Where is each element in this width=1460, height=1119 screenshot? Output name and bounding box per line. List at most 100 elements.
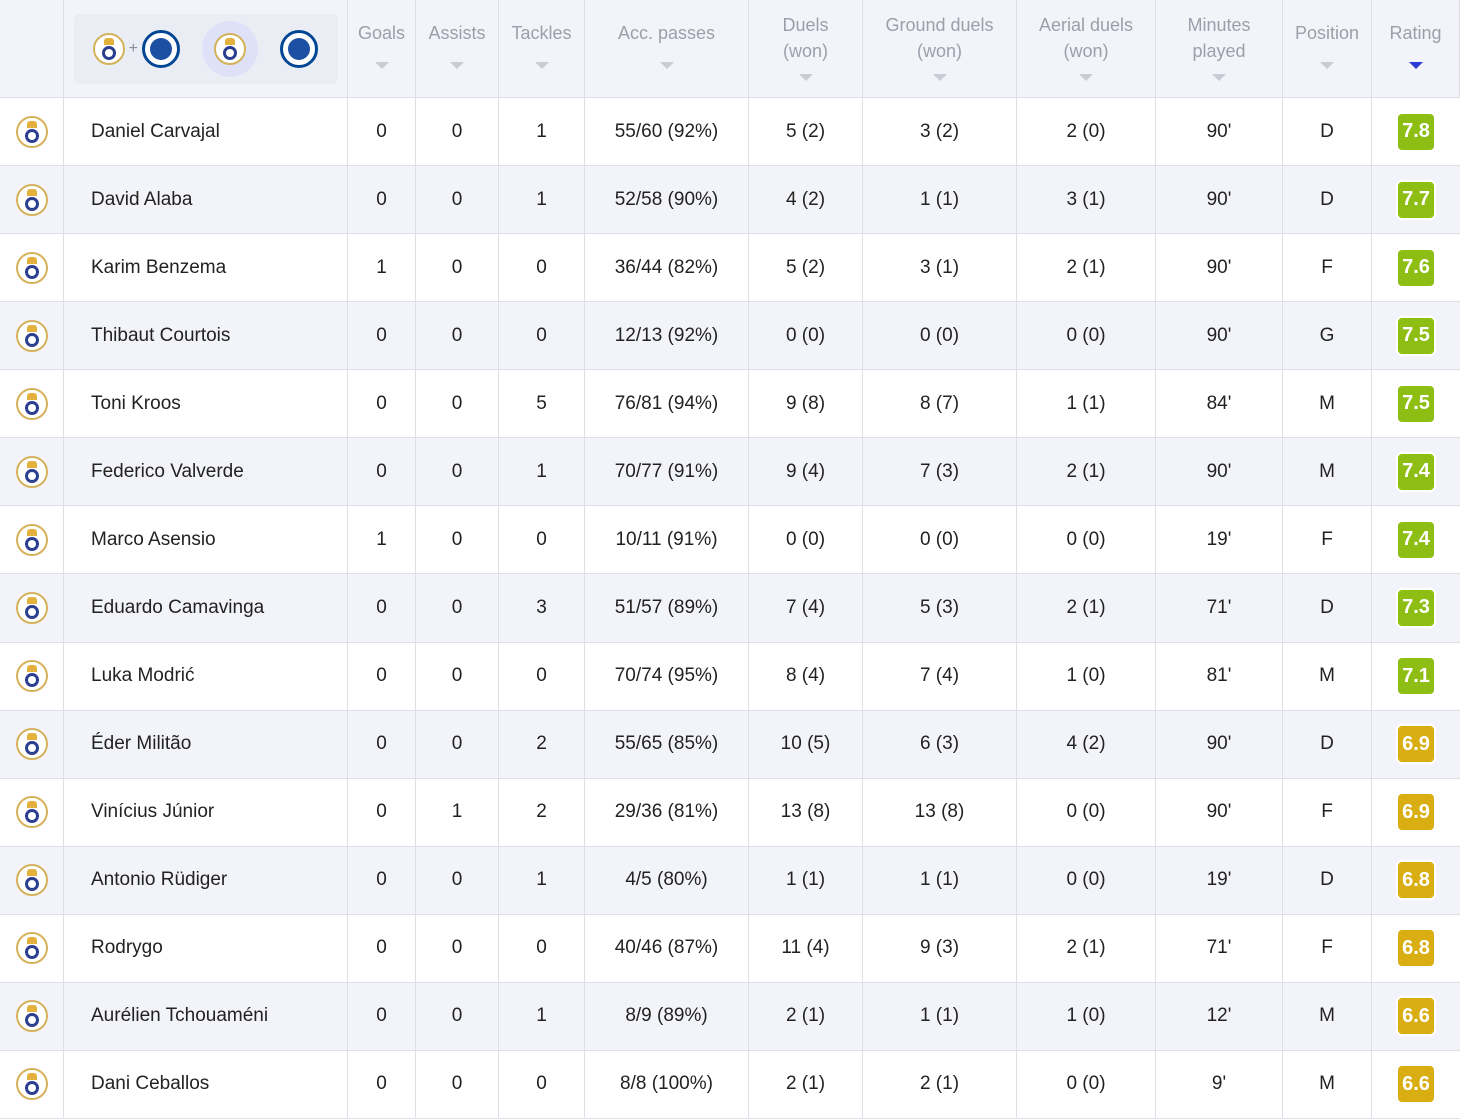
rating-badge: 7.1 xyxy=(1396,656,1436,697)
stat-minutes: 90' xyxy=(1156,98,1283,167)
stat-tackles: 1 xyxy=(499,982,585,1051)
header-aerial-duels[interactable]: Aerial duels (won) xyxy=(1017,0,1156,98)
player-name[interactable]: Federico Valverde xyxy=(64,438,348,507)
player-name[interactable]: Eduardo Camavinga xyxy=(64,574,348,643)
stat-ground-duels: 6 (3) xyxy=(863,710,1017,779)
header-duels[interactable]: Duels (won) xyxy=(749,0,863,98)
real-madrid-badge-icon xyxy=(15,183,48,216)
stat-ground-duels: 1 (1) xyxy=(863,166,1017,235)
filter-both-teams[interactable]: + xyxy=(92,29,180,68)
player-name[interactable]: Rodrygo xyxy=(64,914,348,983)
team-badge-cell xyxy=(0,710,64,779)
stat-duels: 5 (2) xyxy=(749,234,863,303)
real-madrid-badge-icon xyxy=(15,455,48,488)
rating-badge: 7.7 xyxy=(1396,179,1436,220)
stat-aerial-duels: 1 (0) xyxy=(1017,642,1156,711)
stat-aerial-duels: 0 (0) xyxy=(1017,506,1156,575)
team-badge-cell xyxy=(0,642,64,711)
stat-position: D xyxy=(1283,166,1372,235)
stat-ground-duels: 0 (0) xyxy=(863,506,1017,575)
stat-duels: 2 (1) xyxy=(749,1050,863,1119)
team-badge-cell xyxy=(0,982,64,1051)
player-name[interactable]: Vinícius Júnior xyxy=(64,778,348,847)
stat-assists: 0 xyxy=(416,302,499,371)
rating-badge: 6.8 xyxy=(1396,928,1436,969)
stat-duels: 7 (4) xyxy=(749,574,863,643)
player-name[interactable]: Dani Ceballos xyxy=(64,1050,348,1119)
header-tackles[interactable]: Tackles xyxy=(499,0,585,98)
header-goals[interactable]: Goals xyxy=(348,0,416,98)
player-name[interactable]: David Alaba xyxy=(64,166,348,235)
header-label: Aerial duels (won) xyxy=(1038,15,1134,61)
stat-duels: 8 (4) xyxy=(749,642,863,711)
player-name[interactable]: Antonio Rüdiger xyxy=(64,846,348,915)
stat-aerial-duels: 0 (0) xyxy=(1017,1050,1156,1119)
player-name[interactable]: Thibaut Courtois xyxy=(64,302,348,371)
real-madrid-badge-icon xyxy=(15,387,48,420)
real-madrid-badge-icon xyxy=(214,32,247,65)
stat-acc-passes: 55/60 (92%) xyxy=(585,98,749,167)
filter-real-madrid[interactable] xyxy=(202,20,259,77)
stat-position: M xyxy=(1283,982,1372,1051)
filter-chelsea[interactable] xyxy=(280,29,319,68)
stat-duels: 10 (5) xyxy=(749,710,863,779)
stat-duels: 5 (2) xyxy=(749,98,863,167)
rating-cell: 7.6 xyxy=(1372,234,1460,303)
stat-position: F xyxy=(1283,914,1372,983)
stat-minutes: 90' xyxy=(1156,710,1283,779)
header-assists[interactable]: Assists xyxy=(416,0,499,98)
player-name[interactable]: Daniel Carvajal xyxy=(64,98,348,167)
team-badge-cell xyxy=(0,574,64,643)
stat-duels: 9 (8) xyxy=(749,370,863,439)
stat-ground-duels: 3 (1) xyxy=(863,234,1017,303)
header-acc-passes[interactable]: Acc. passes xyxy=(585,0,749,98)
player-name[interactable]: Karim Benzema xyxy=(64,234,348,303)
stat-acc-passes: 12/13 (92%) xyxy=(585,302,749,371)
stat-aerial-duels: 1 (0) xyxy=(1017,982,1156,1051)
player-name[interactable]: Aurélien Tchouaméni xyxy=(64,982,348,1051)
stat-tackles: 0 xyxy=(499,302,585,371)
player-name[interactable]: Marco Asensio xyxy=(64,506,348,575)
header-label: Rating xyxy=(1389,23,1442,43)
header-team-badge-column xyxy=(0,0,64,98)
stat-acc-passes: 4/5 (80%) xyxy=(585,846,749,915)
header-ground-duels[interactable]: Ground duels (won) xyxy=(863,0,1017,98)
header-rating[interactable]: Rating xyxy=(1372,0,1460,98)
rating-cell: 7.5 xyxy=(1372,302,1460,371)
stat-ground-duels: 5 (3) xyxy=(863,574,1017,643)
stat-tackles: 1 xyxy=(499,846,585,915)
header-minutes-played[interactable]: Minutes played xyxy=(1156,0,1283,98)
stat-ground-duels: 2 (1) xyxy=(863,1050,1017,1119)
stat-duels: 0 (0) xyxy=(749,302,863,371)
rating-badge: 6.6 xyxy=(1396,1064,1436,1105)
team-badge-cell xyxy=(0,370,64,439)
stat-position: D xyxy=(1283,710,1372,779)
stat-tackles: 0 xyxy=(499,506,585,575)
chelsea-badge-icon xyxy=(141,29,180,68)
stat-ground-duels: 7 (4) xyxy=(863,642,1017,711)
stat-acc-passes: 10/11 (91%) xyxy=(585,506,749,575)
real-madrid-badge-icon xyxy=(15,932,48,965)
stat-minutes: 90' xyxy=(1156,438,1283,507)
stat-goals: 1 xyxy=(348,506,416,575)
stat-goals: 0 xyxy=(348,574,416,643)
stat-ground-duels: 1 (1) xyxy=(863,982,1017,1051)
stat-ground-duels: 8 (7) xyxy=(863,370,1017,439)
stat-assists: 0 xyxy=(416,438,499,507)
sort-arrow-icon xyxy=(1212,74,1226,81)
sort-arrow-icon xyxy=(450,62,464,69)
stat-minutes: 19' xyxy=(1156,846,1283,915)
stat-tackles: 2 xyxy=(499,710,585,779)
stat-goals: 0 xyxy=(348,1050,416,1119)
stat-aerial-duels: 0 (0) xyxy=(1017,302,1156,371)
real-madrid-badge-icon xyxy=(15,591,48,624)
header-position[interactable]: Position xyxy=(1283,0,1372,98)
player-name[interactable]: Éder Militão xyxy=(64,710,348,779)
stat-tackles: 1 xyxy=(499,166,585,235)
rating-cell: 6.9 xyxy=(1372,778,1460,847)
player-name[interactable]: Luka Modrić xyxy=(64,642,348,711)
player-name[interactable]: Toni Kroos xyxy=(64,370,348,439)
stat-tackles: 0 xyxy=(499,1050,585,1119)
sort-arrow-icon xyxy=(1320,62,1334,69)
stat-tackles: 0 xyxy=(499,234,585,303)
